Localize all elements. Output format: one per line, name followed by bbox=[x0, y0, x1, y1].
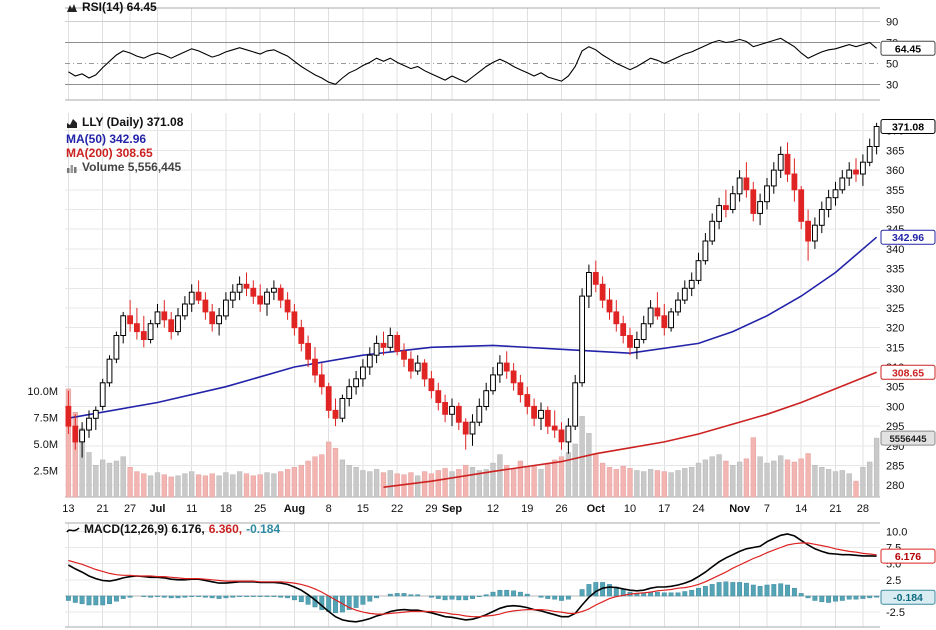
svg-text:2.5: 2.5 bbox=[886, 575, 901, 587]
ma50-legend: MA(50) 342.96 bbox=[66, 133, 146, 146]
macd-legend: MACD(12,26,9) 6.176, 6.360, -0.184 bbox=[66, 523, 280, 536]
svg-text:15: 15 bbox=[357, 503, 369, 515]
svg-text:Aug: Aug bbox=[284, 503, 305, 515]
svg-text:-2.5: -2.5 bbox=[886, 607, 905, 619]
svg-text:2.5M: 2.5M bbox=[34, 466, 58, 478]
svg-text:90: 90 bbox=[886, 17, 898, 29]
svg-text:-0.184: -0.184 bbox=[893, 592, 923, 604]
svg-text:365: 365 bbox=[886, 145, 904, 157]
svg-text:330: 330 bbox=[886, 283, 904, 295]
svg-text:355: 355 bbox=[886, 185, 904, 197]
svg-text:Jul: Jul bbox=[150, 503, 166, 515]
ma200-legend-label: MA(200) 308.65 bbox=[66, 146, 153, 160]
svg-text:64.45: 64.45 bbox=[895, 43, 921, 55]
svg-text:320: 320 bbox=[886, 323, 904, 335]
volume-legend-icon bbox=[66, 162, 78, 174]
svg-text:295: 295 bbox=[886, 421, 904, 433]
svg-text:19: 19 bbox=[521, 503, 533, 515]
svg-text:11: 11 bbox=[186, 503, 197, 515]
svg-text:Nov: Nov bbox=[729, 503, 751, 515]
svg-text:18: 18 bbox=[220, 503, 232, 515]
svg-text:Oct: Oct bbox=[587, 503, 606, 515]
volume-legend-label: Volume 5,556,445 bbox=[82, 160, 182, 174]
svg-text:10.0: 10.0 bbox=[886, 526, 907, 538]
svg-text:315: 315 bbox=[886, 342, 904, 354]
svg-text:Sep: Sep bbox=[442, 503, 462, 515]
svg-text:280: 280 bbox=[886, 480, 904, 492]
symbol-legend: LLY (Daily) 371.08 bbox=[66, 116, 183, 129]
svg-text:14: 14 bbox=[795, 503, 807, 515]
svg-text:27: 27 bbox=[124, 503, 136, 515]
rsi-legend-label: RSI(14) 64.45 bbox=[82, 0, 157, 14]
ma50-legend-label: MA(50) 342.96 bbox=[66, 132, 147, 146]
svg-text:10: 10 bbox=[624, 503, 636, 515]
svg-text:28: 28 bbox=[857, 503, 869, 515]
macd-histogram-legend-label: -0.184 bbox=[246, 522, 281, 536]
svg-text:5556445: 5556445 bbox=[890, 434, 928, 445]
svg-text:10.0M: 10.0M bbox=[27, 386, 58, 398]
svg-text:21: 21 bbox=[97, 503, 109, 515]
svg-text:360: 360 bbox=[886, 165, 904, 177]
svg-text:30: 30 bbox=[886, 79, 898, 91]
symbol-legend-label: LLY (Daily) 371.08 bbox=[82, 115, 184, 129]
svg-text:24: 24 bbox=[692, 503, 704, 515]
svg-text:308.65: 308.65 bbox=[892, 367, 924, 379]
svg-text:26: 26 bbox=[555, 503, 567, 515]
svg-text:25: 25 bbox=[254, 503, 266, 515]
svg-text:285: 285 bbox=[886, 460, 904, 472]
svg-text:325: 325 bbox=[886, 303, 904, 315]
svg-text:371.08: 371.08 bbox=[892, 121, 924, 133]
symbol-legend-icon bbox=[66, 117, 78, 129]
svg-text:22: 22 bbox=[391, 503, 403, 515]
svg-text:6.176: 6.176 bbox=[895, 551, 921, 563]
rsi-legend-icon bbox=[66, 2, 78, 14]
svg-text:350: 350 bbox=[886, 204, 904, 216]
svg-text:7: 7 bbox=[764, 503, 770, 515]
svg-text:50: 50 bbox=[886, 58, 898, 70]
svg-text:342.96: 342.96 bbox=[892, 232, 924, 244]
volume-legend: Volume 5,556,445 bbox=[66, 161, 181, 174]
svg-text:7.5M: 7.5M bbox=[34, 413, 58, 425]
svg-text:340: 340 bbox=[886, 244, 904, 256]
rsi-legend: RSI(14) 64.45 bbox=[66, 1, 157, 14]
svg-text:300: 300 bbox=[886, 401, 904, 413]
svg-text:21: 21 bbox=[829, 503, 841, 515]
svg-text:305: 305 bbox=[886, 382, 904, 394]
svg-text:12: 12 bbox=[487, 503, 499, 515]
ma200-legend: MA(200) 308.65 bbox=[66, 147, 153, 160]
macd-legend-label: MACD(12,26,9) 6.176, bbox=[84, 522, 205, 536]
svg-text:17: 17 bbox=[658, 503, 670, 515]
svg-text:29: 29 bbox=[425, 503, 437, 515]
svg-text:335: 335 bbox=[886, 264, 904, 276]
svg-text:8: 8 bbox=[326, 503, 332, 515]
macd-legend-icon bbox=[66, 525, 80, 535]
macd-signal-legend-label: 6.360, bbox=[208, 522, 243, 536]
svg-text:13: 13 bbox=[62, 503, 74, 515]
svg-text:5.0M: 5.0M bbox=[34, 439, 58, 451]
